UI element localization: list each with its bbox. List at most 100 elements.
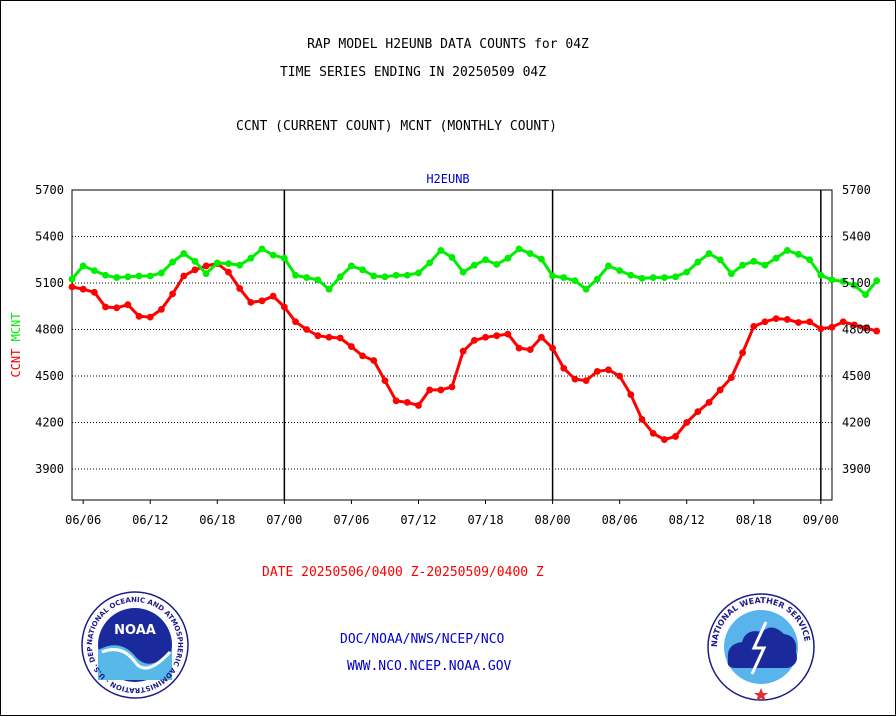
data-point-ccnt <box>772 315 780 323</box>
data-point-ccnt <box>783 316 791 323</box>
data-point-mcnt <box>169 258 176 266</box>
noaa-center-text: NOAA <box>114 623 156 638</box>
data-point-ccnt <box>325 333 333 341</box>
data-point-mcnt <box>258 245 266 253</box>
data-point-ccnt <box>504 330 512 338</box>
data-point-ccnt <box>627 391 635 398</box>
data-point-ccnt <box>303 326 311 333</box>
data-point-mcnt <box>761 261 769 269</box>
data-point-mcnt <box>124 273 132 281</box>
data-point-mcnt <box>90 267 98 274</box>
data-point-mcnt <box>79 262 87 270</box>
data-point-mcnt <box>873 277 881 285</box>
data-point-ccnt <box>292 318 299 326</box>
data-point-mcnt <box>694 258 702 266</box>
y-tick-label-right: 5700 <box>842 183 871 197</box>
x-tick-label: 08/00 <box>535 513 571 527</box>
data-point-mcnt <box>728 270 735 278</box>
data-point-ccnt <box>68 283 76 291</box>
data-point-ccnt <box>403 398 411 406</box>
data-point-ccnt <box>716 386 724 394</box>
data-point-mcnt <box>292 271 299 279</box>
data-point-mcnt <box>437 247 445 254</box>
data-point-mcnt <box>660 274 668 281</box>
data-point-mcnt <box>158 269 165 277</box>
data-point-ccnt <box>806 318 814 326</box>
data-point-ccnt <box>191 266 199 274</box>
x-tick-label: 07/00 <box>266 513 302 527</box>
data-point-mcnt <box>571 277 579 285</box>
data-point-mcnt <box>448 254 456 261</box>
data-point-ccnt <box>180 272 188 280</box>
data-point-ccnt <box>426 386 434 394</box>
data-point-mcnt <box>582 285 590 293</box>
data-point-ccnt <box>560 364 568 372</box>
data-point-ccnt <box>470 336 478 344</box>
nws-logo: NATIONAL WEATHER SERVICE <box>707 593 815 701</box>
data-point-ccnt <box>90 288 98 296</box>
data-point-mcnt <box>146 272 154 280</box>
data-point-ccnt <box>582 377 590 385</box>
data-point-mcnt <box>459 268 467 276</box>
y-tick-label-right: 3900 <box>842 462 871 476</box>
data-point-mcnt <box>348 262 355 270</box>
data-point-mcnt <box>314 276 322 284</box>
data-point-mcnt <box>672 273 679 281</box>
data-point-mcnt <box>795 250 802 258</box>
data-point-ccnt <box>649 429 657 437</box>
data-point-mcnt <box>68 275 76 283</box>
data-point-ccnt <box>482 333 489 341</box>
data-point-ccnt <box>616 372 624 380</box>
data-point-ccnt <box>862 324 869 332</box>
data-point-ccnt <box>336 334 344 342</box>
data-point-mcnt <box>806 256 814 264</box>
data-point-ccnt <box>359 352 366 360</box>
y-axis-label: CCNT MCNT <box>9 312 23 377</box>
data-point-mcnt <box>683 268 691 276</box>
data-point-mcnt <box>828 276 836 284</box>
data-point-mcnt <box>102 271 109 279</box>
data-point-ccnt <box>135 312 143 320</box>
data-point-mcnt <box>772 254 780 262</box>
data-point-ccnt <box>381 377 389 385</box>
data-point-ccnt <box>850 321 858 329</box>
x-tick-label: 08/12 <box>669 513 705 527</box>
data-point-mcnt <box>403 271 411 279</box>
data-point-mcnt <box>862 291 869 299</box>
data-point-ccnt <box>392 397 400 405</box>
x-tick-label: 06/18 <box>199 513 235 527</box>
data-point-mcnt <box>236 261 244 269</box>
data-point-ccnt <box>225 268 232 276</box>
data-point-ccnt <box>448 383 456 391</box>
data-point-ccnt <box>605 366 612 374</box>
date-range: DATE 20250506/0400 Z-20250509/0400 Z <box>262 565 544 580</box>
axes <box>71 189 833 504</box>
y-tick-label-right: 4200 <box>842 416 871 430</box>
data-point-ccnt <box>795 319 802 326</box>
data-point-mcnt <box>739 261 746 269</box>
y-axis-label-mcnt: MCNT <box>9 312 23 341</box>
data-point-mcnt <box>202 270 210 278</box>
data-point-mcnt <box>716 256 724 264</box>
data-point-ccnt <box>269 292 277 300</box>
data-point-mcnt <box>750 257 758 265</box>
data-point-mcnt <box>549 272 556 280</box>
noaa-logo: NATIONAL OCEANIC AND ATMOSPHERIC ADMINIS… <box>80 590 189 699</box>
y-tick-label-left: 4800 <box>35 323 64 337</box>
data-point-mcnt <box>135 272 143 280</box>
data-point-mcnt <box>359 266 366 274</box>
credit-agency: DOC/NOAA/NWS/NCEP/NCO <box>340 632 505 647</box>
data-point-ccnt <box>493 332 501 340</box>
credit-website[interactable]: WWW.NCO.NCEP.NOAA.GOV <box>347 659 512 674</box>
series-line-ccnt <box>71 262 878 442</box>
data-point-ccnt <box>280 303 288 311</box>
y-tick-label-right: 5400 <box>842 230 871 244</box>
x-tick-label: 07/18 <box>467 513 503 527</box>
data-point-mcnt <box>627 271 635 279</box>
star-icon <box>754 688 768 701</box>
data-point-ccnt <box>169 290 176 298</box>
y-tick-label-left: 3900 <box>35 462 64 476</box>
data-point-mcnt <box>560 274 568 281</box>
data-point-ccnt <box>515 344 523 352</box>
data-point-ccnt <box>415 402 422 409</box>
